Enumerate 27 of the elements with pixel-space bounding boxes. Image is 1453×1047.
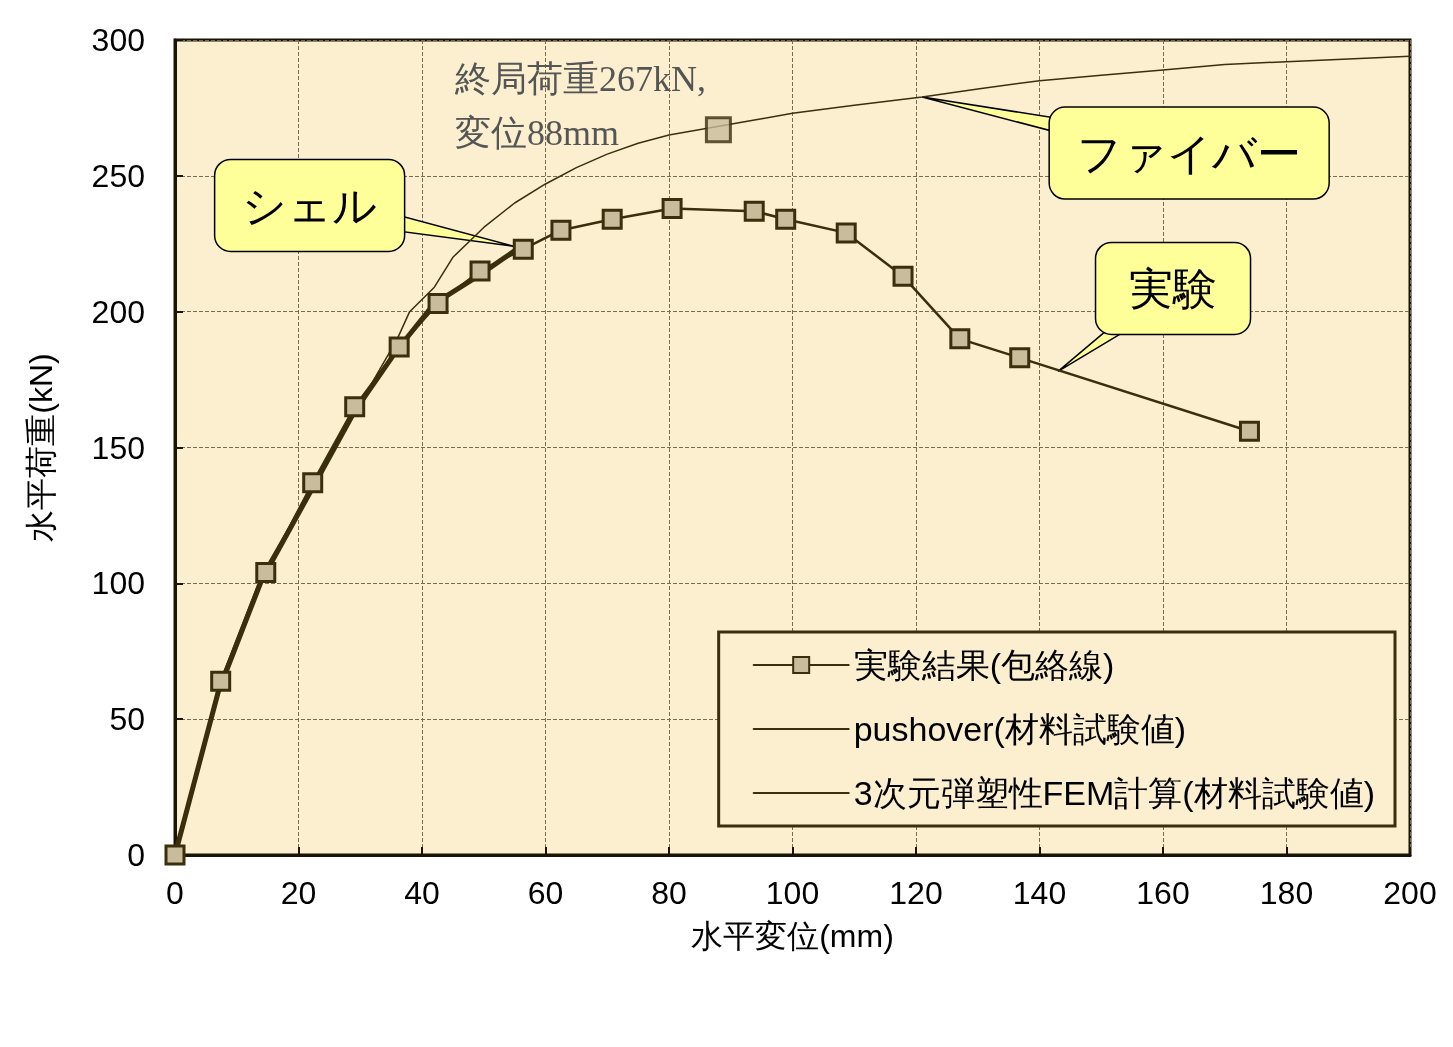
annotation: シェル [242, 180, 378, 230]
x-tick-label: 20 [280, 875, 317, 911]
y-tick-label: 250 [91, 157, 145, 194]
x-tick-label: 120 [889, 875, 943, 911]
y-tick-label: 300 [91, 22, 145, 58]
x-tick-label: 80 [651, 875, 687, 911]
x-tick-label: 140 [1012, 875, 1067, 911]
y-tick-label: 200 [91, 293, 145, 330]
annotation: ファイバー [1077, 128, 1302, 178]
x-tick-label: 200 [1383, 875, 1437, 911]
x-axis-title: 水平変位(mm) [691, 918, 894, 954]
y-tick-label: 50 [109, 701, 145, 738]
x-tick-label: 60 [527, 875, 564, 911]
y-tick-label: 0 [127, 837, 145, 873]
annotation: 終局荷重267kN, 変位88mm [454, 59, 706, 153]
annotation: 実験 [1129, 263, 1218, 313]
x-tick-label: 180 [1259, 875, 1314, 911]
x-tick-label: 160 [1136, 875, 1190, 911]
x-tick-label: 40 [404, 875, 440, 911]
y-tick-label: 100 [91, 565, 145, 602]
legend-label: pushover(材料試験値) [853, 710, 1187, 748]
y-tick-label: 150 [91, 429, 145, 466]
legend-label: 実験結果(包絡線) [853, 646, 1115, 684]
legend-label: 3次元弾塑性FEM計算(材料試験値) [853, 774, 1376, 812]
x-tick-label: 0 [166, 875, 184, 911]
x-tick-label: 100 [765, 875, 820, 911]
y-axis-title: 水平荷重(kN) [23, 353, 59, 542]
